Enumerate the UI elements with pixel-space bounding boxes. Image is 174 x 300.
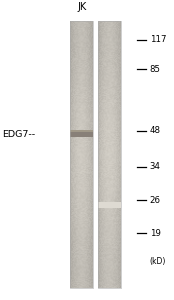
Text: EDG7--: EDG7-- (2, 130, 35, 139)
Bar (98, 202, 121, 208)
Text: 19: 19 (150, 229, 160, 238)
Bar (98, 21, 121, 288)
Text: (kD): (kD) (150, 257, 166, 266)
Text: 34: 34 (150, 162, 161, 171)
Text: JK: JK (77, 2, 86, 12)
Text: 117: 117 (150, 35, 166, 44)
Bar (70, 130, 93, 132)
Text: 48: 48 (150, 126, 161, 135)
Bar (70, 132, 93, 136)
Text: 26: 26 (150, 196, 161, 205)
Bar (70, 21, 93, 288)
Text: 85: 85 (150, 65, 161, 74)
